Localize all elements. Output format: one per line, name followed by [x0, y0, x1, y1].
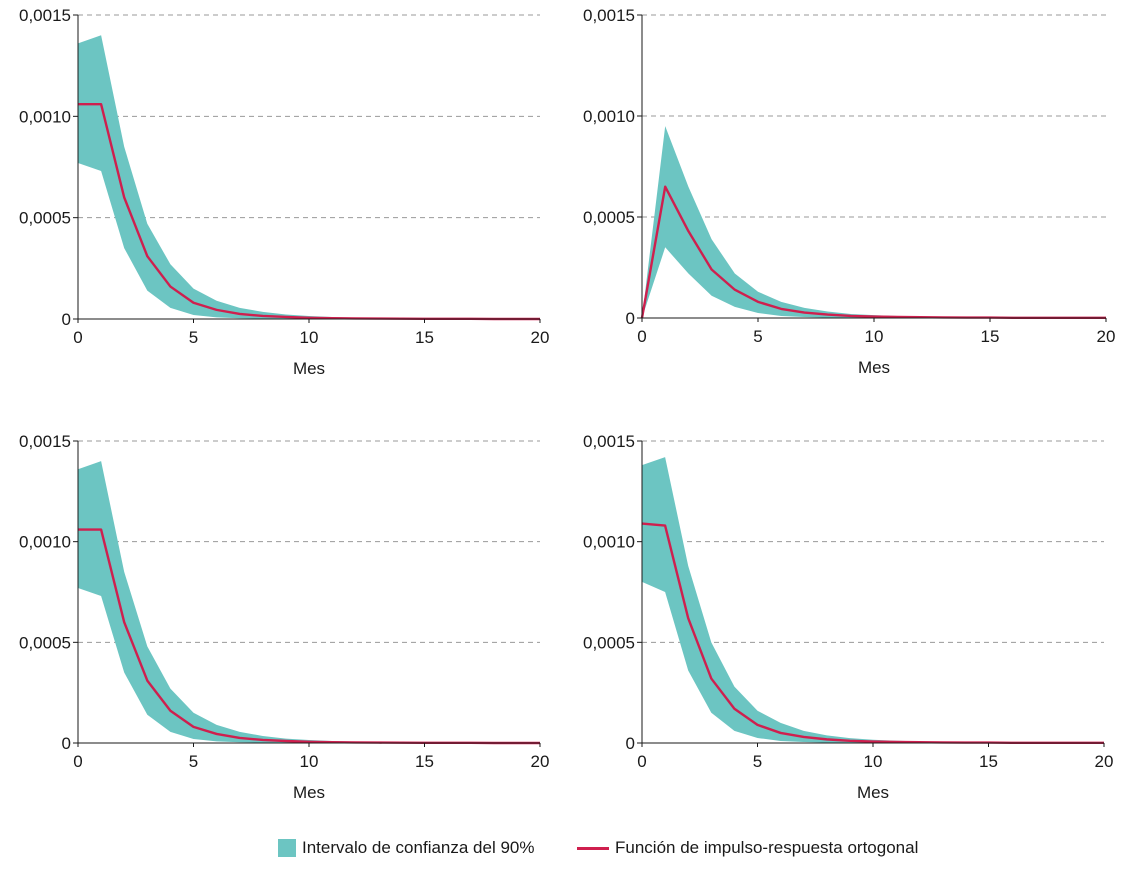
confidence-band: [642, 457, 1104, 743]
legend: Intervalo de confianza del 90% Función d…: [0, 838, 1124, 868]
legend-label-line: Función de impulso-respuesta ortogonal: [615, 838, 919, 857]
y-tick-label: 0,0005: [583, 633, 635, 652]
y-tick-label: 0: [626, 309, 635, 328]
panel-3: 0 0,0005 0,0010 0,0015 0 5 10 15 20 Mes: [19, 432, 549, 802]
x-tick-label: 0: [637, 752, 646, 771]
x-tick-label: 10: [300, 328, 319, 347]
y-tick-label: 0,0010: [19, 533, 71, 552]
x-tick-label: 10: [300, 752, 319, 771]
y-tick-label: 0,0015: [583, 6, 635, 25]
legend-swatch-line: [577, 846, 609, 850]
x-tick-label: 15: [981, 327, 1000, 346]
x-tick-label: 15: [415, 328, 434, 347]
x-tick-label: 20: [1097, 327, 1116, 346]
x-axis-title: Mes: [857, 783, 889, 802]
y-tick-label: 0,0015: [19, 432, 71, 451]
confidence-band: [78, 461, 540, 743]
x-axis-title: Mes: [293, 359, 325, 378]
x-tick-label: 20: [1095, 752, 1114, 771]
x-tick-label: 5: [189, 752, 198, 771]
x-tick-label: 10: [865, 327, 884, 346]
panel-4: 0 0,0005 0,0010 0,0015 0 5 10 15 20 Mes: [583, 432, 1113, 802]
x-axis-title: Mes: [858, 358, 890, 377]
panel-2: 0 0,0005 0,0010 0,0015 0 5 10 15 20 Mes: [583, 6, 1115, 377]
x-tick-label: 10: [864, 752, 883, 771]
x-tick-label: 5: [753, 327, 762, 346]
x-tick-label: 0: [637, 327, 646, 346]
y-tick-label: 0,0015: [583, 432, 635, 451]
y-tick-label: 0,0005: [19, 633, 71, 652]
x-tick-label: 20: [531, 328, 550, 347]
y-tick-label: 0,0010: [19, 107, 71, 126]
impulse-response-figure: 0 0,0005 0,0010 0,0015 0 5 10 15 20 Mes 0 0,0005 0,0…: [19, 6, 1115, 802]
y-tick-label: 0: [62, 734, 71, 753]
x-tick-label: 0: [73, 752, 82, 771]
x-axis-title: Mes: [293, 783, 325, 802]
legend-item-line: Función de impulso-respuesta ortogonal: [577, 838, 918, 858]
x-tick-label: 15: [415, 752, 434, 771]
x-tick-label: 5: [753, 752, 762, 771]
y-tick-label: 0,0015: [19, 6, 71, 25]
legend-item-band: Intervalo de confianza del 90%: [278, 838, 535, 858]
y-tick-label: 0,0005: [19, 209, 71, 228]
confidence-band: [642, 126, 1106, 318]
y-tick-label: 0,0010: [583, 107, 635, 126]
legend-swatch-band: [278, 839, 296, 857]
y-tick-label: 0: [626, 734, 635, 753]
y-tick-label: 0,0005: [583, 208, 635, 227]
x-tick-label: 15: [979, 752, 998, 771]
panel-1: 0 0,0005 0,0010 0,0015 0 5 10 15 20 Mes: [19, 6, 549, 378]
y-tick-label: 0,0010: [583, 533, 635, 552]
confidence-band: [78, 35, 540, 320]
y-tick-label: 0: [62, 310, 71, 329]
x-tick-label: 0: [73, 328, 82, 347]
x-tick-label: 20: [531, 752, 550, 771]
legend-label-band: Intervalo de confianza del 90%: [302, 838, 535, 857]
x-tick-label: 5: [189, 328, 198, 347]
